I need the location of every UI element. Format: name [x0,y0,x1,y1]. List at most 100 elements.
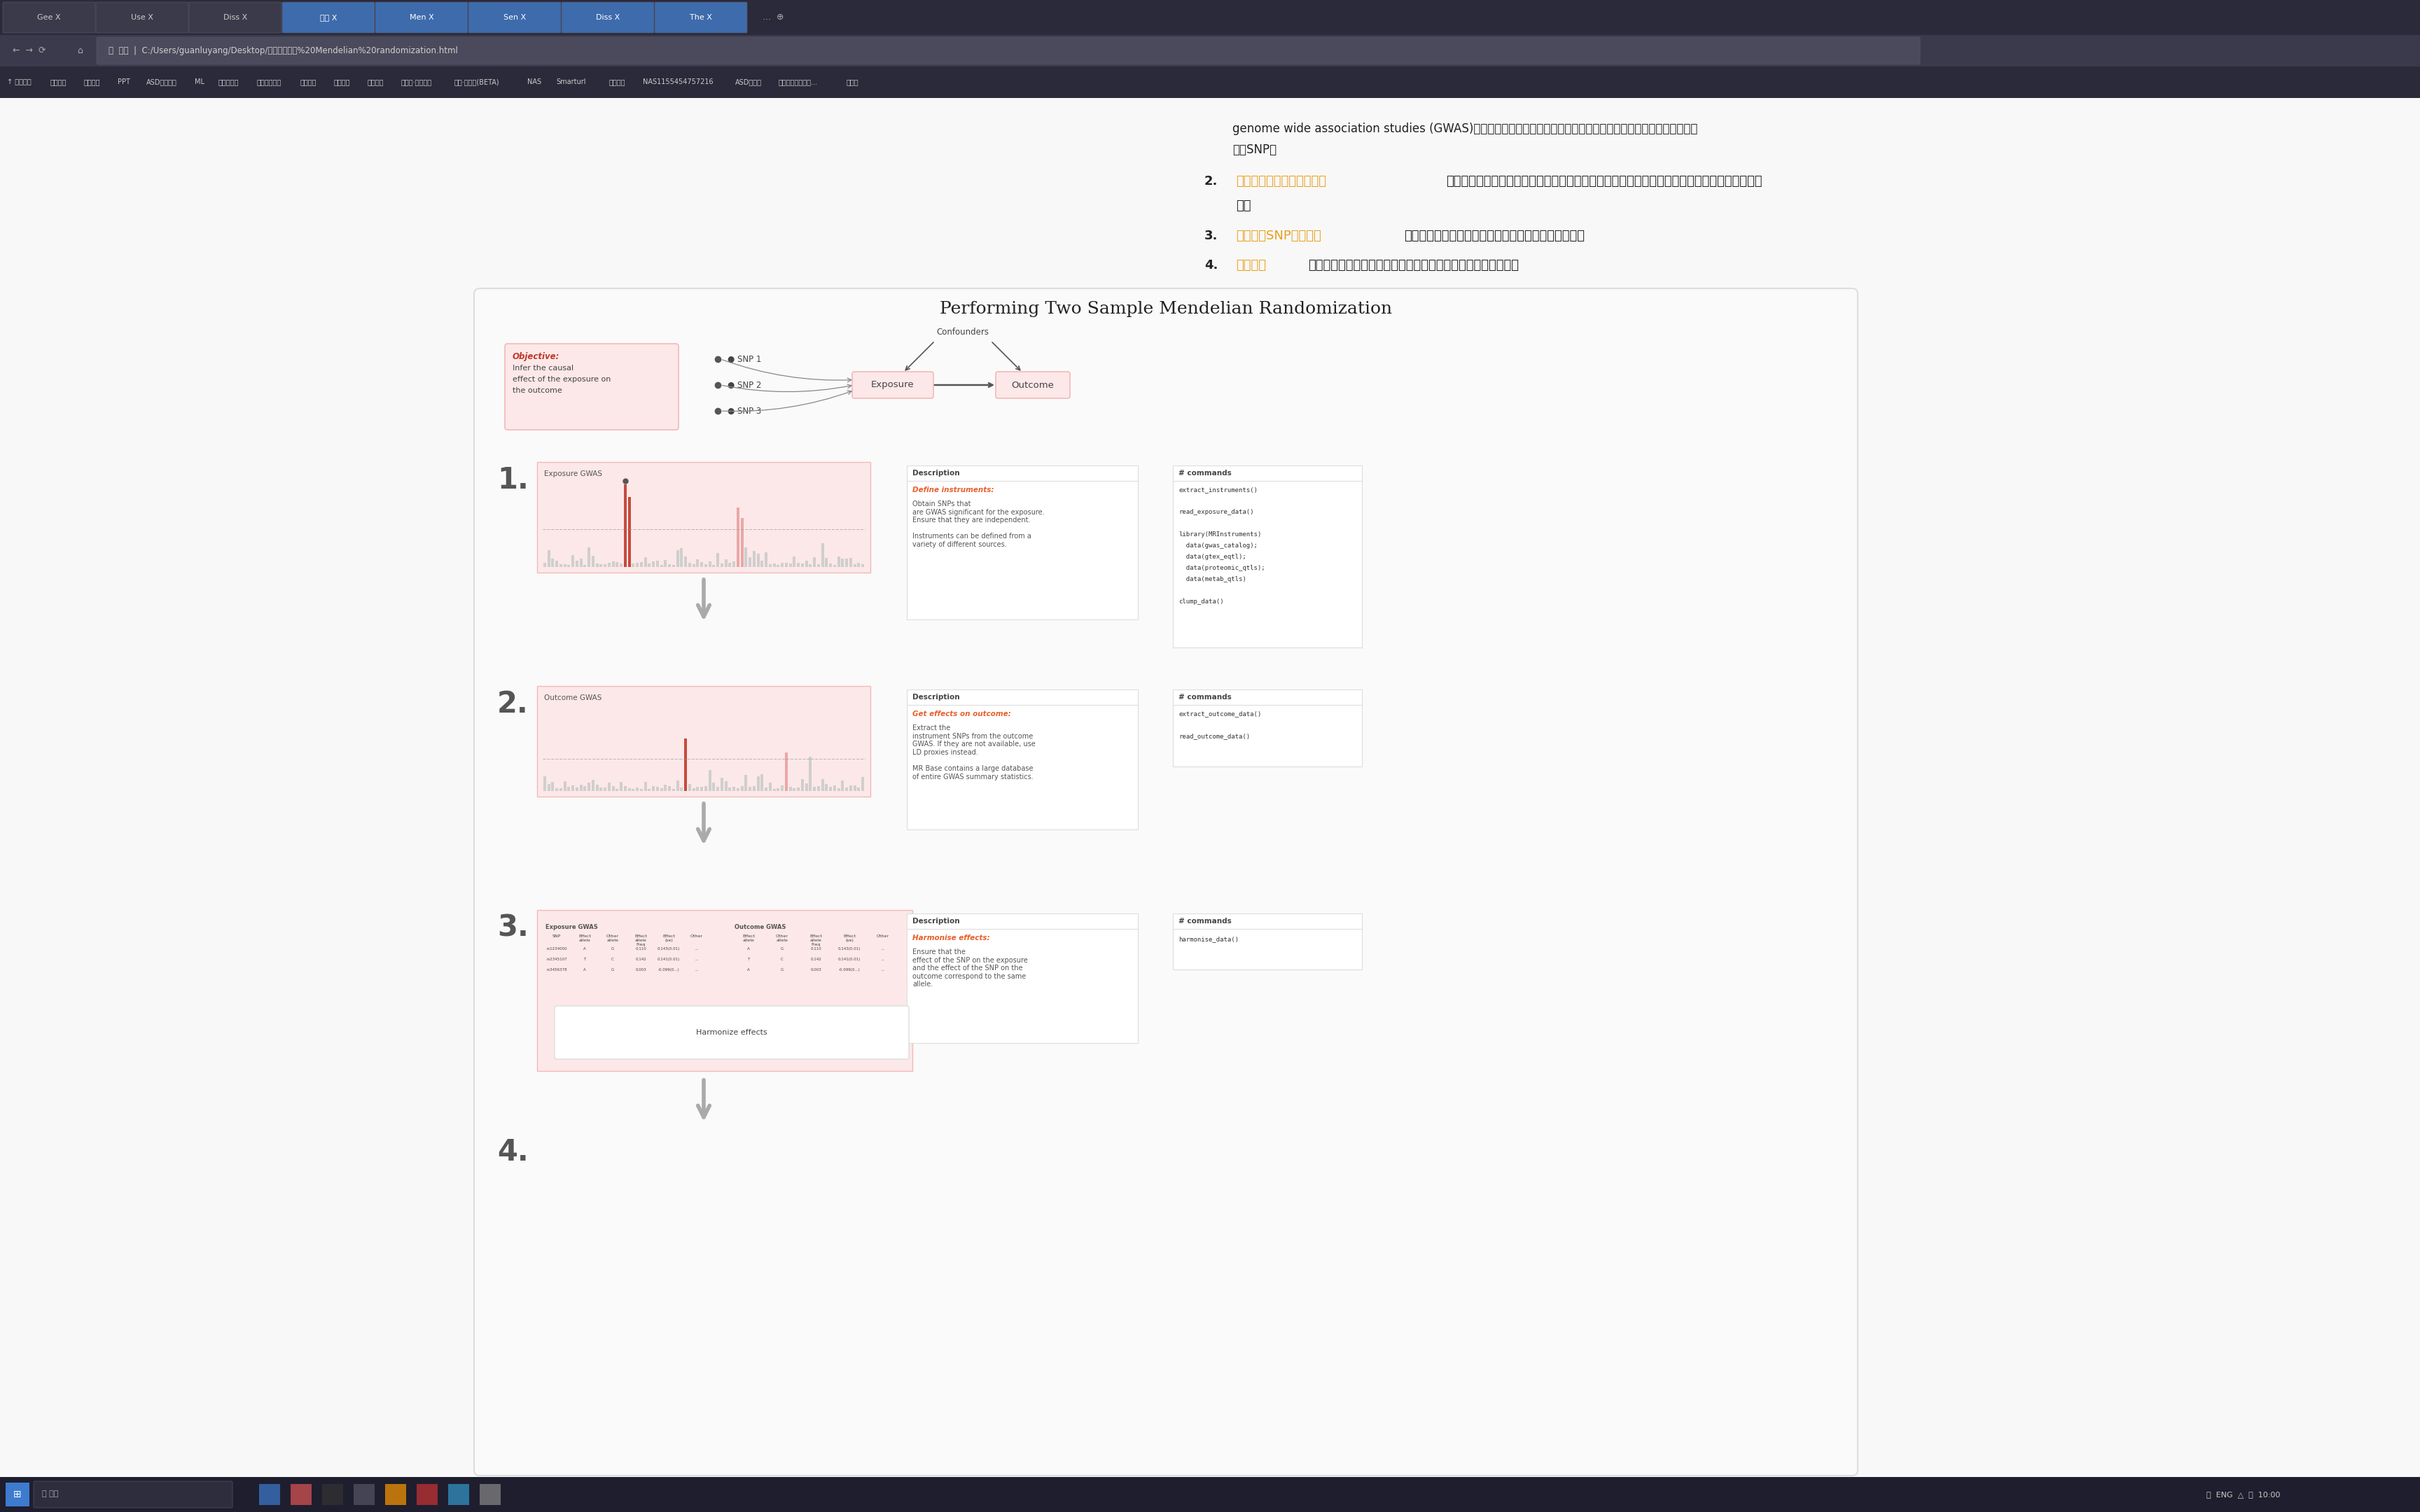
Text: 腾讯云: 腾讯云 [847,79,859,86]
Text: 估计工具变量对结局的作用: 估计工具变量对结局的作用 [1237,175,1326,187]
Text: 🔔  ENG  △  中  10:00: 🔔 ENG △ 中 10:00 [2207,1491,2280,1498]
Bar [644,558,646,567]
Text: ⌂: ⌂ [77,47,82,56]
Bar [770,564,772,567]
Bar [595,785,598,791]
Bar [675,550,680,567]
Bar [862,564,864,567]
Bar [1174,689,1362,767]
Bar [699,562,704,567]
Bar [620,562,622,567]
Text: G: G [782,968,784,972]
Text: NAS: NAS [528,79,542,86]
Bar [777,564,779,567]
Bar [832,785,835,791]
Bar [552,558,554,567]
Bar [777,788,779,791]
Bar [557,788,559,791]
Bar [581,785,583,791]
Bar [784,753,787,791]
Text: 0.143(0.01): 0.143(0.01) [658,947,680,951]
Bar [600,788,603,791]
Text: # commands: # commands [1179,694,1232,700]
FancyBboxPatch shape [469,2,561,33]
Text: C: C [612,957,615,962]
Bar [733,561,736,567]
Text: 0.110: 0.110 [634,947,646,951]
Text: Diss X: Diss X [223,14,247,21]
Bar [806,561,808,567]
Text: Use X: Use X [131,14,152,21]
Text: clump_data(): clump_data() [1179,599,1225,605]
Text: 石墨文档: 石墨文档 [368,79,385,86]
Bar [697,786,699,791]
Text: Exposure GWAS: Exposure GWAS [544,470,603,478]
Text: 英语学习: 英语学习 [85,79,102,86]
Bar [607,562,610,567]
Bar [569,564,571,567]
Bar [547,783,549,791]
FancyBboxPatch shape [506,343,678,429]
Bar [808,756,811,791]
Text: ⊞: ⊞ [15,1489,22,1500]
FancyBboxPatch shape [2,2,94,33]
FancyBboxPatch shape [375,2,467,33]
Bar [711,564,716,567]
Bar [603,788,607,791]
Bar [757,553,760,567]
Text: 合并多个SNP的效应量: 合并多个SNP的效应量 [1237,230,1321,242]
Bar [685,738,687,791]
Bar [818,786,820,791]
Bar [603,564,607,567]
Bar [854,564,857,567]
FancyBboxPatch shape [656,2,748,33]
Text: extract_outcome_data(): extract_outcome_data() [1179,711,1261,717]
Bar [716,553,719,567]
Text: Sen X: Sen X [503,14,525,21]
Text: 4.: 4. [496,1137,528,1167]
Bar [794,556,796,567]
Text: 薄言·云文稿(BETA): 薄言·云文稿(BETA) [455,79,499,86]
Bar [813,556,816,567]
Text: A: A [583,968,586,972]
Bar [615,562,620,567]
Bar [571,785,574,791]
Bar [5,1483,29,1506]
Text: 0.143(0.01): 0.143(0.01) [837,947,862,951]
Bar [680,549,682,567]
Bar [820,543,823,567]
Bar [564,564,566,567]
Bar [837,556,840,567]
Bar [661,564,663,567]
FancyBboxPatch shape [474,289,1859,1476]
Text: Other
allele: Other allele [607,934,620,942]
Text: 0.003: 0.003 [634,968,646,972]
Bar [595,564,598,567]
Text: ，工具变量对结局的作用也是从所有的研究中估计出来的整体效应，这样可以拒绝单个研究的偏: ，工具变量对结局的作用也是从所有的研究中估计出来的整体效应，这样可以拒绝单个研究… [1447,175,1762,187]
Bar [736,508,741,567]
Bar [801,564,803,567]
Bar [782,562,784,567]
Bar [760,774,762,791]
Text: Harmonise effects:: Harmonise effects: [912,934,990,942]
Bar [721,777,724,791]
Text: Obtain SNPs that
are GWAS significant for the exposure.
Ensure that they are ind: Obtain SNPs that are GWAS significant fo… [912,500,1045,547]
Text: Gee X: Gee X [36,14,61,21]
Text: 0.142: 0.142 [811,957,820,962]
Text: 🔍 搜索: 🔍 搜索 [41,1491,58,1497]
Bar [675,780,680,791]
Text: ←  →  ⟳: ← → ⟳ [12,47,46,56]
Bar [537,686,871,797]
Bar [544,777,547,791]
Text: A: A [583,947,586,951]
Bar [588,547,590,567]
Text: Other: Other [690,934,704,937]
Bar [794,788,796,791]
Bar [692,564,695,567]
FancyBboxPatch shape [554,1005,910,1058]
Bar [569,786,571,791]
Text: SNP: SNP [552,934,561,937]
FancyBboxPatch shape [283,2,375,33]
Bar [796,562,799,567]
Text: ...: ... [695,968,699,972]
